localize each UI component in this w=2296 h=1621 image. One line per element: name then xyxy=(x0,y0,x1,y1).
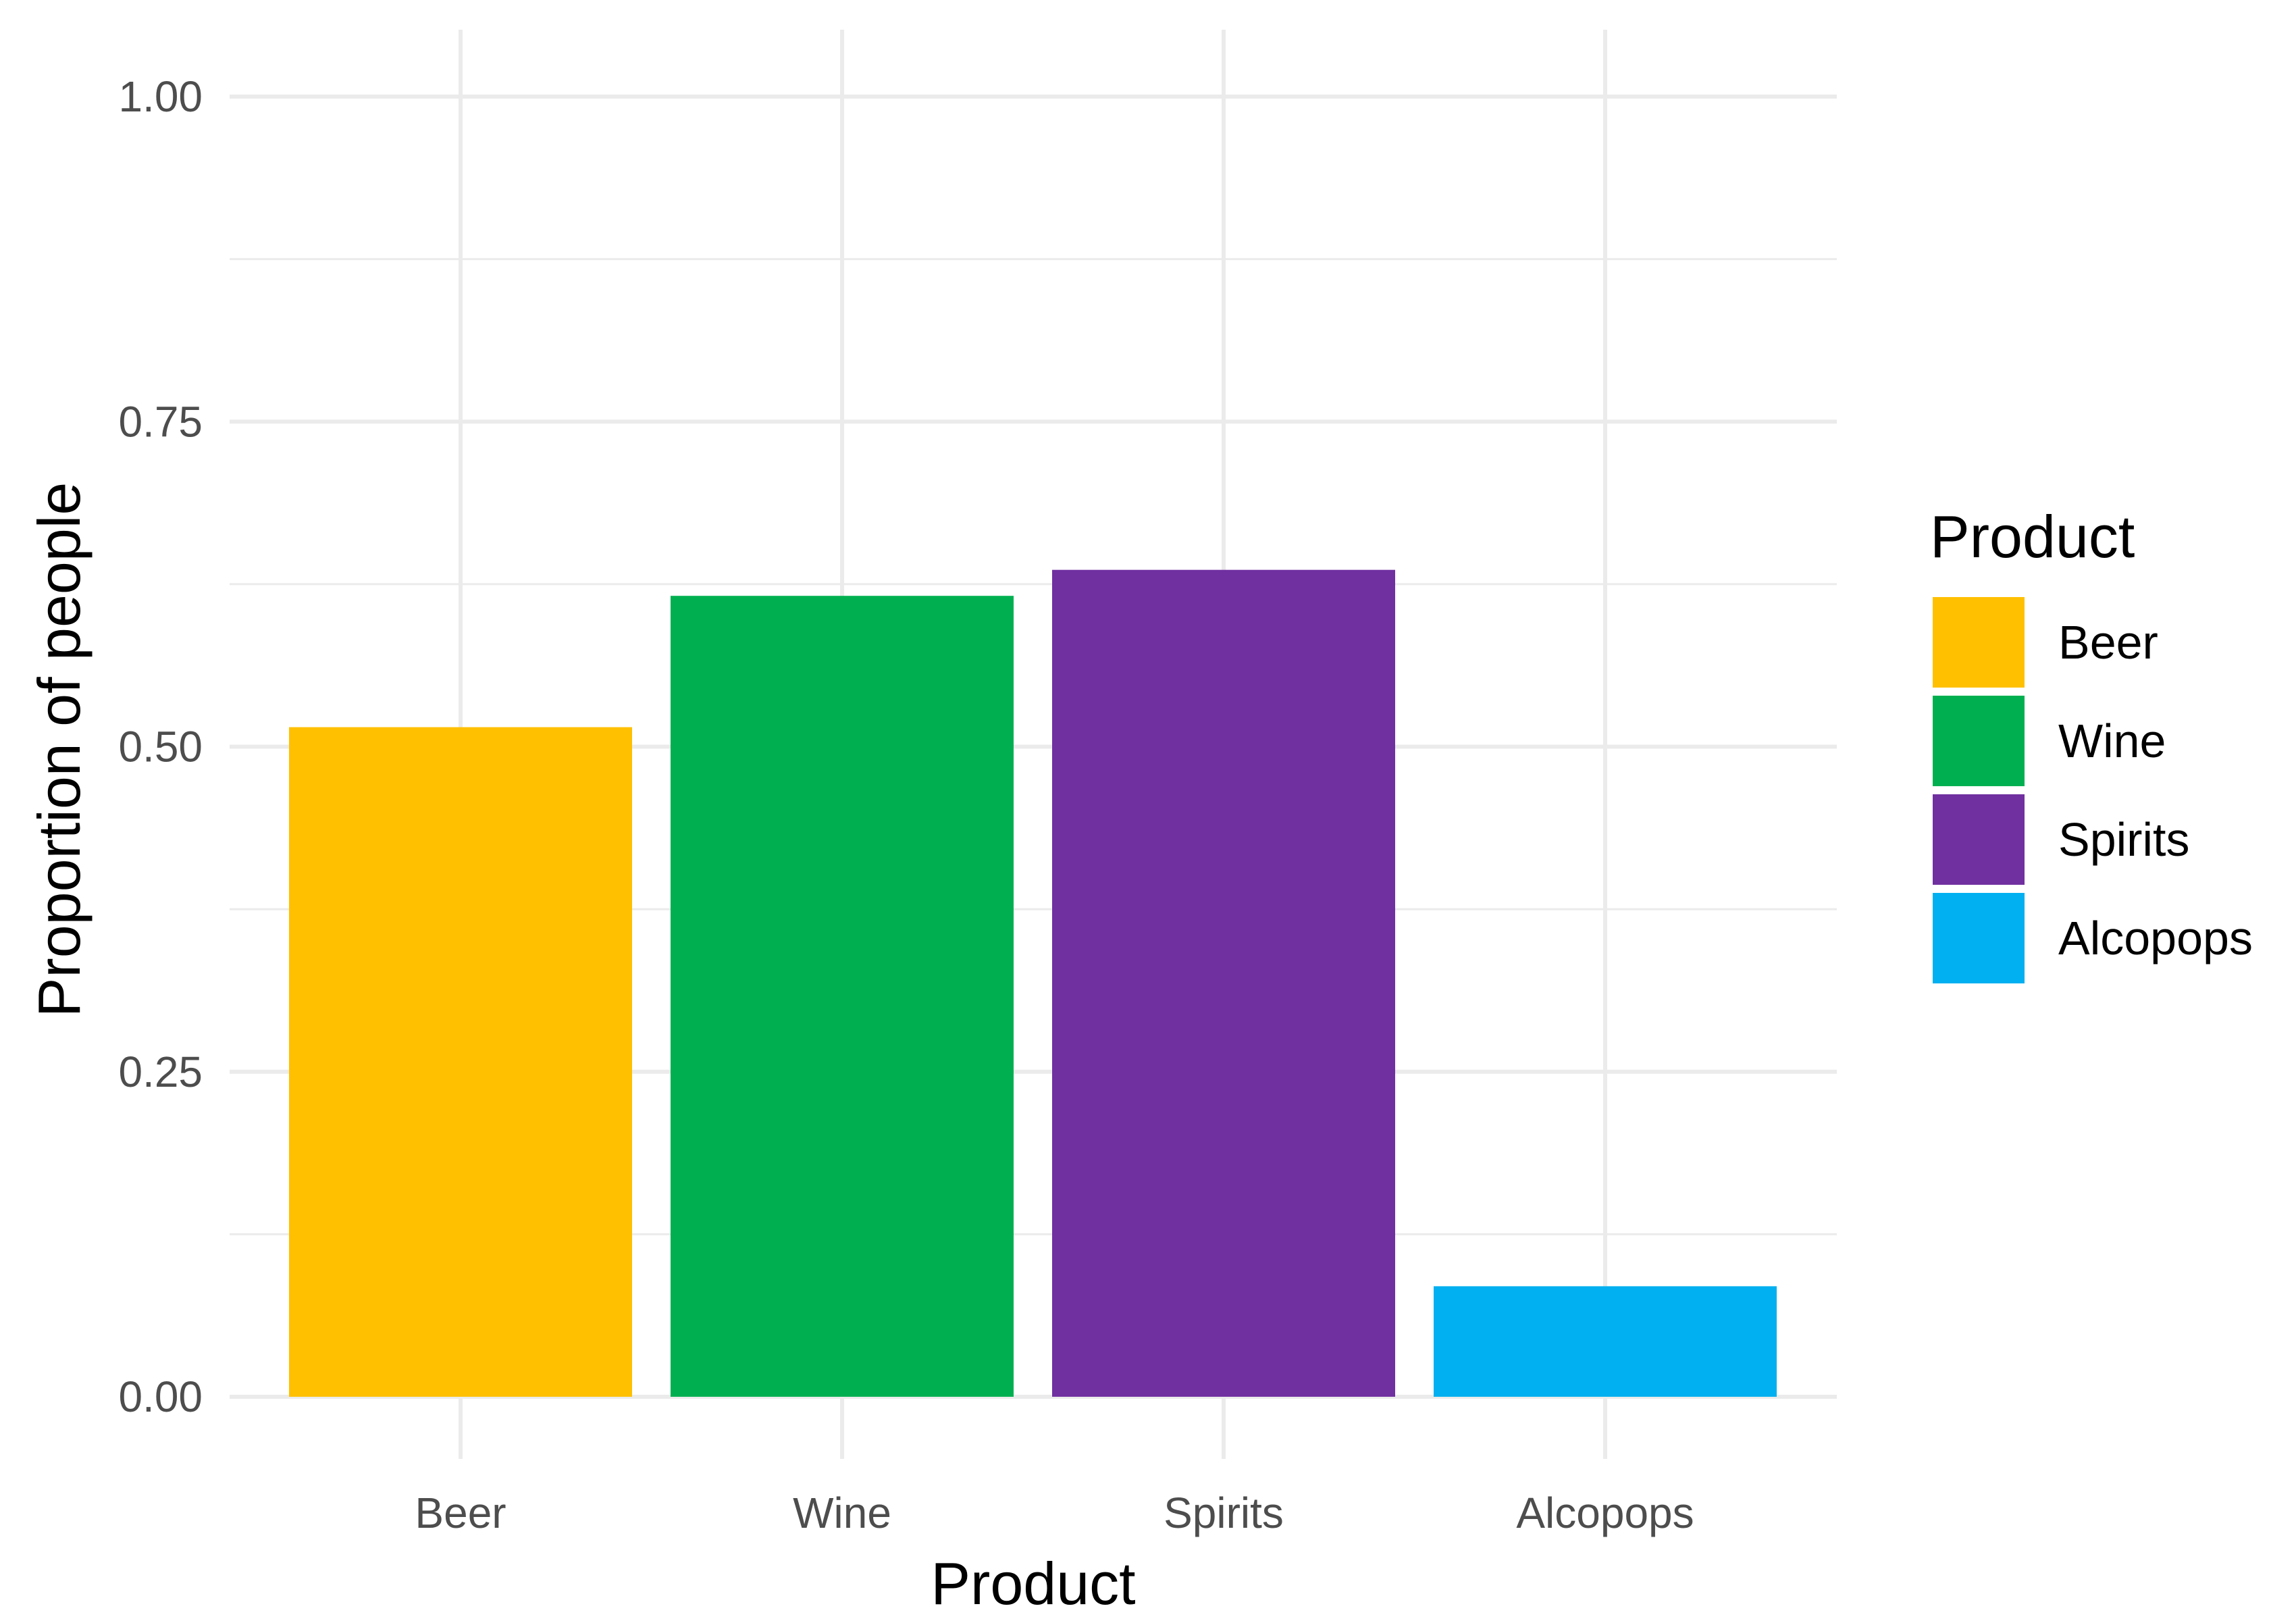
bar-spirits xyxy=(1052,569,1395,1397)
legend-key-alcopops xyxy=(1933,893,2025,983)
x-tick-label: Wine xyxy=(793,1489,891,1537)
legend-label-beer: Beer xyxy=(2058,616,2158,669)
legend-items: Beer Wine Spirits Alcopops xyxy=(1933,597,2253,983)
legend-label-spirits: Spirits xyxy=(2058,813,2189,866)
bars xyxy=(289,569,1777,1397)
bar-wine xyxy=(671,596,1014,1397)
y-tick-label: 1.00 xyxy=(118,72,203,121)
y-tick-label: 0.00 xyxy=(118,1372,203,1421)
x-tick-label: Beer xyxy=(415,1489,506,1537)
legend-label-wine: Wine xyxy=(2058,715,2166,767)
legend-label-alcopops: Alcopops xyxy=(2058,912,2253,964)
y-axis-ticks: 0.00 0.25 0.50 0.75 1.00 xyxy=(118,72,203,1421)
y-axis-title: Proportion of people xyxy=(26,482,93,1018)
legend-title: Product xyxy=(1930,503,2135,570)
x-axis-ticks: Beer Wine Spirits Alcopops xyxy=(415,1489,1694,1537)
y-tick-label: 0.75 xyxy=(118,397,203,446)
x-tick-label: Spirits xyxy=(1164,1489,1284,1537)
bar-beer xyxy=(289,727,632,1397)
legend-key-wine xyxy=(1933,696,2025,786)
x-tick-label: Alcopops xyxy=(1516,1489,1694,1537)
bar-alcopops xyxy=(1434,1286,1777,1397)
legend-key-spirits xyxy=(1933,794,2025,885)
y-tick-label: 0.25 xyxy=(118,1048,203,1096)
legend: Product Beer Wine Spirits Alcopops xyxy=(1930,503,2253,983)
y-tick-label: 0.50 xyxy=(118,723,203,771)
x-axis-title: Product xyxy=(931,1550,1135,1617)
legend-key-beer xyxy=(1933,597,2025,688)
